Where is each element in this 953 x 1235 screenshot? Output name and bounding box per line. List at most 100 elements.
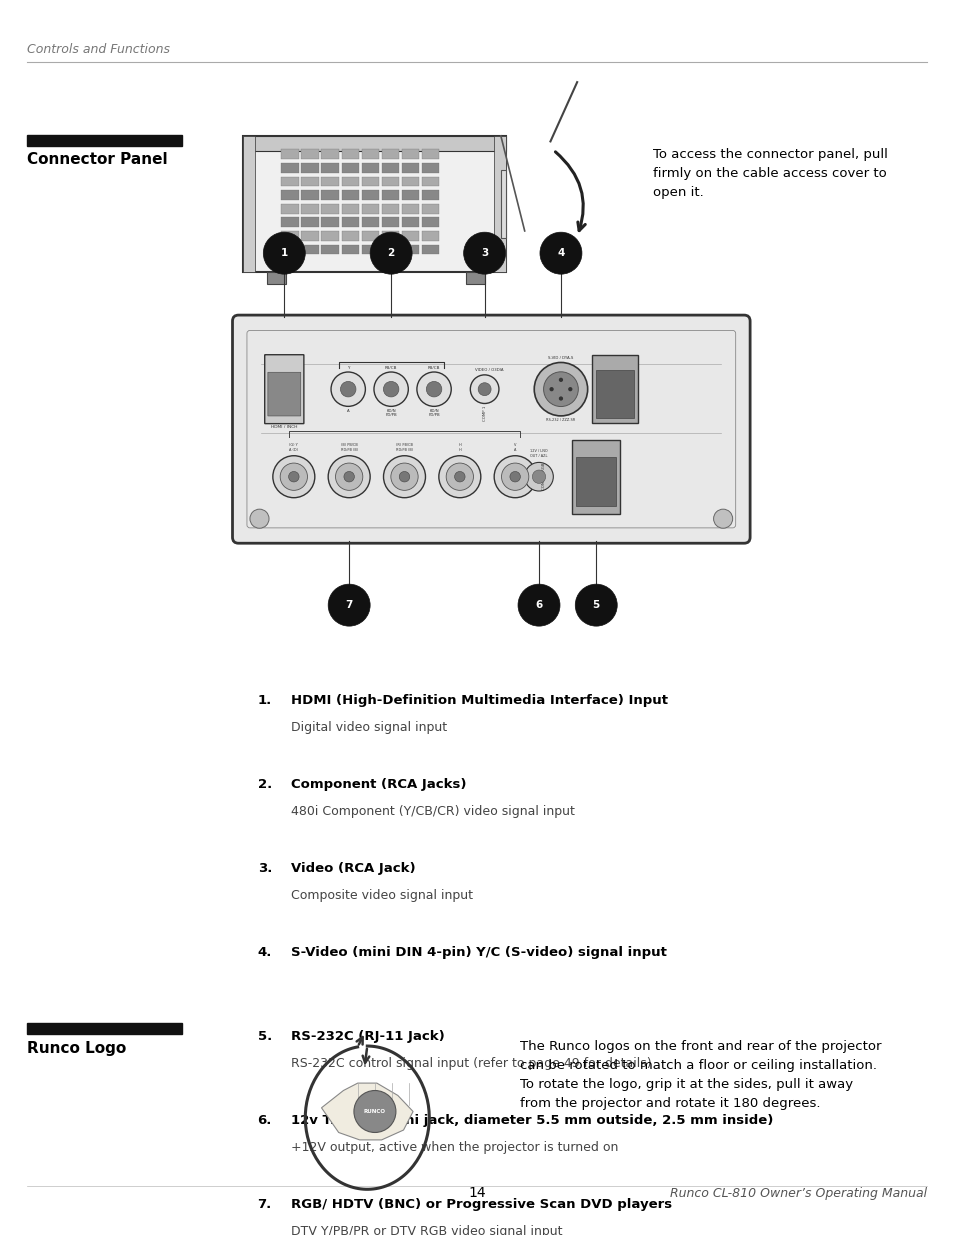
Text: 7.: 7.	[257, 1198, 272, 1212]
Circle shape	[558, 396, 562, 400]
Bar	[361, 217, 378, 227]
Text: Controls and Functions: Controls and Functions	[27, 43, 170, 57]
Bar	[321, 245, 338, 254]
Circle shape	[446, 463, 473, 490]
Text: +12V output, active when the projector is turned on: +12V output, active when the projector i…	[291, 1141, 618, 1155]
Bar	[321, 163, 338, 173]
FancyBboxPatch shape	[243, 136, 505, 272]
Text: DTV Y/PB/PR or DTV RGB video signal input: DTV Y/PB/PR or DTV RGB video signal inpu…	[291, 1225, 562, 1235]
Bar	[321, 231, 338, 241]
Bar	[361, 163, 378, 173]
Text: 12V / LNO
OUT / AZL: 12V / LNO OUT / AZL	[530, 450, 547, 458]
Bar	[281, 204, 298, 214]
Bar	[301, 163, 318, 173]
Bar	[381, 149, 398, 159]
Circle shape	[331, 372, 365, 406]
Text: 2.: 2.	[257, 778, 272, 792]
Bar	[301, 177, 318, 186]
Text: 12v Trigger (mini jack, diameter 5.5 mm outside, 2.5 mm inside): 12v Trigger (mini jack, diameter 5.5 mm …	[291, 1114, 773, 1128]
Bar	[301, 245, 318, 254]
FancyBboxPatch shape	[264, 354, 304, 424]
Bar	[381, 217, 398, 227]
Circle shape	[470, 375, 498, 404]
Text: 5: 5	[592, 600, 599, 610]
Circle shape	[534, 362, 587, 416]
Circle shape	[328, 456, 370, 498]
Text: KD/N
PD/PB: KD/N PD/PB	[428, 409, 439, 417]
Text: (R) PB/CB
RD/PB (B): (R) PB/CB RD/PB (B)	[395, 443, 413, 452]
Text: RGB/ HDTV (BNC) or Progressive Scan DVD players: RGB/ HDTV (BNC) or Progressive Scan DVD …	[291, 1198, 672, 1212]
Circle shape	[494, 456, 536, 498]
Bar	[381, 231, 398, 241]
Bar	[401, 190, 418, 200]
Circle shape	[383, 456, 425, 498]
Text: To access the connector panel, pull
firmly on the cable access cover to
open it.: To access the connector panel, pull firm…	[653, 148, 887, 199]
FancyBboxPatch shape	[233, 315, 749, 543]
Text: 2: 2	[387, 248, 395, 258]
Circle shape	[575, 584, 617, 626]
Bar	[281, 217, 298, 227]
Text: 3: 3	[480, 248, 488, 258]
Text: 4: 4	[557, 248, 564, 258]
Bar	[341, 149, 358, 159]
Bar	[401, 163, 418, 173]
Bar	[341, 204, 358, 214]
Bar	[421, 204, 438, 214]
Text: Runco Logo: Runco Logo	[27, 1041, 126, 1056]
Bar	[341, 163, 358, 173]
Circle shape	[383, 382, 398, 396]
Bar	[281, 177, 298, 186]
Text: (B) PB/CB
RD/PB (B): (B) PB/CB RD/PB (B)	[340, 443, 357, 452]
Bar	[465, 272, 484, 284]
Text: H
H: H H	[458, 443, 460, 452]
Circle shape	[558, 378, 562, 382]
Text: HDMI (High-Definition Multimedia Interface) Input: HDMI (High-Definition Multimedia Interfa…	[291, 694, 667, 708]
Circle shape	[340, 382, 355, 396]
Text: 1: 1	[280, 248, 288, 258]
Text: 5.: 5.	[257, 1030, 272, 1044]
Circle shape	[532, 471, 545, 483]
Circle shape	[416, 372, 451, 406]
Bar	[576, 457, 616, 506]
Circle shape	[250, 509, 269, 529]
Bar	[421, 231, 438, 241]
Text: 14: 14	[468, 1187, 485, 1200]
Bar	[361, 245, 378, 254]
Bar	[301, 190, 318, 200]
Circle shape	[280, 463, 307, 490]
Text: COMP 1: COMP 1	[482, 406, 486, 421]
Circle shape	[517, 584, 559, 626]
Bar	[381, 190, 398, 200]
Circle shape	[288, 472, 299, 482]
Text: A: A	[347, 409, 349, 412]
Bar	[421, 217, 438, 227]
Text: 6: 6	[535, 600, 542, 610]
Circle shape	[463, 232, 505, 274]
Bar	[341, 190, 358, 200]
Bar	[401, 217, 418, 227]
Text: Connector Panel: Connector Panel	[27, 152, 167, 167]
Text: RS-232C control signal input (refer to page 49 for details): RS-232C control signal input (refer to p…	[291, 1057, 651, 1071]
Bar	[301, 231, 318, 241]
Bar	[341, 245, 358, 254]
Text: S-VID / DYA-S: S-VID / DYA-S	[548, 356, 573, 359]
Bar	[321, 190, 338, 200]
Bar	[27, 135, 182, 146]
Bar	[301, 217, 318, 227]
Bar	[500, 170, 505, 237]
Circle shape	[343, 472, 355, 482]
Bar	[421, 245, 438, 254]
Text: 6.: 6.	[257, 1114, 272, 1128]
Circle shape	[328, 584, 370, 626]
Bar	[421, 177, 438, 186]
Bar	[341, 217, 358, 227]
Bar	[361, 204, 378, 214]
Text: Runco CL-810 Owner’s Operating Manual: Runco CL-810 Owner’s Operating Manual	[669, 1187, 926, 1200]
Polygon shape	[321, 1083, 413, 1140]
Text: RUNCO: RUNCO	[363, 1109, 386, 1114]
Bar	[421, 163, 438, 173]
Text: KD/N
PD/PB: KD/N PD/PB	[385, 409, 396, 417]
Circle shape	[501, 463, 528, 490]
Bar	[341, 177, 358, 186]
Text: PB/CB: PB/CB	[384, 366, 397, 369]
